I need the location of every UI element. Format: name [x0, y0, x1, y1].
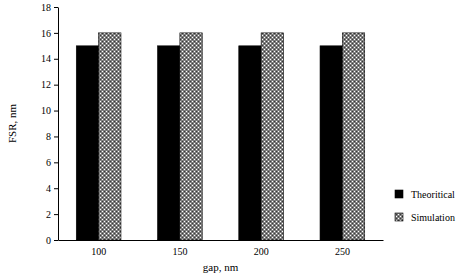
y-axis: 0 2 4 6 8 10 12 14 16 18: [41, 2, 59, 246]
legend-swatch: [395, 190, 403, 198]
x-tick-label: 200: [254, 246, 269, 257]
y-tick: 8: [46, 131, 58, 142]
chart: 0 2 4 6 8 10 12 14 16 18 100 150 200 250 gap, nm FSR, n…: [0, 0, 470, 276]
y-axis-line: [58, 8, 59, 241]
y-tick-label: 2: [46, 209, 51, 220]
y-tick: 18: [41, 2, 58, 13]
y-tick: 2: [46, 209, 58, 220]
bar: [158, 46, 180, 240]
y-tick-mark: [54, 33, 58, 34]
y-tick: 4: [46, 183, 58, 194]
bars: [76, 33, 364, 240]
legend: Theoritical Simulation: [395, 189, 455, 223]
y-tick: 6: [46, 157, 58, 168]
y-tick-label: 18: [41, 2, 51, 13]
y-tick-mark: [54, 111, 58, 112]
y-tick-mark: [54, 85, 58, 86]
y-tick-label: 12: [41, 79, 51, 90]
bar: [99, 33, 121, 240]
x-tick: 200: [254, 240, 269, 257]
y-tick: 0: [46, 235, 58, 246]
x-axis-title: gap, nm: [203, 261, 239, 273]
y-tick: 12: [41, 79, 58, 90]
y-tick-mark: [54, 162, 58, 163]
bar: [261, 33, 283, 240]
y-tick-mark: [54, 240, 58, 241]
y-tick-mark: [54, 214, 58, 215]
y-tick-label: 10: [41, 105, 51, 116]
bar: [239, 46, 261, 240]
legend-swatch: [395, 213, 403, 221]
plot: 0 2 4 6 8 10 12 14 16 18 100 150 200 250: [41, 2, 384, 257]
x-axis: 100 150 200 250: [59, 240, 384, 257]
legend-label: Simulation: [411, 212, 455, 223]
y-tick: 16: [41, 28, 58, 39]
y-tick-label: 16: [41, 28, 51, 39]
y-axis-title: FSR, nm: [6, 103, 18, 143]
y-tick-label: 14: [41, 53, 51, 64]
y-tick-label: 8: [46, 131, 51, 142]
y-tick-mark: [54, 188, 58, 189]
bar: [342, 33, 364, 240]
y-tick-label: 6: [46, 157, 51, 168]
x-tick: 100: [91, 240, 106, 257]
legend-label: Theoritical: [411, 189, 455, 200]
x-tick-label: 250: [335, 246, 350, 257]
x-tick: 150: [172, 240, 187, 257]
y-tick: 14: [41, 53, 58, 64]
x-tick-label: 150: [172, 246, 187, 257]
y-tick: 10: [41, 105, 58, 116]
y-tick-mark: [54, 7, 58, 8]
bar: [320, 46, 342, 240]
x-axis-line: [59, 240, 384, 241]
y-tick-label: 4: [46, 183, 51, 194]
y-tick-mark: [54, 136, 58, 137]
x-tick: 250: [335, 240, 350, 257]
bar: [76, 46, 98, 240]
y-tick-label: 0: [46, 235, 51, 246]
bar: [180, 33, 202, 240]
x-tick-label: 100: [91, 246, 106, 257]
y-tick-mark: [54, 59, 58, 60]
